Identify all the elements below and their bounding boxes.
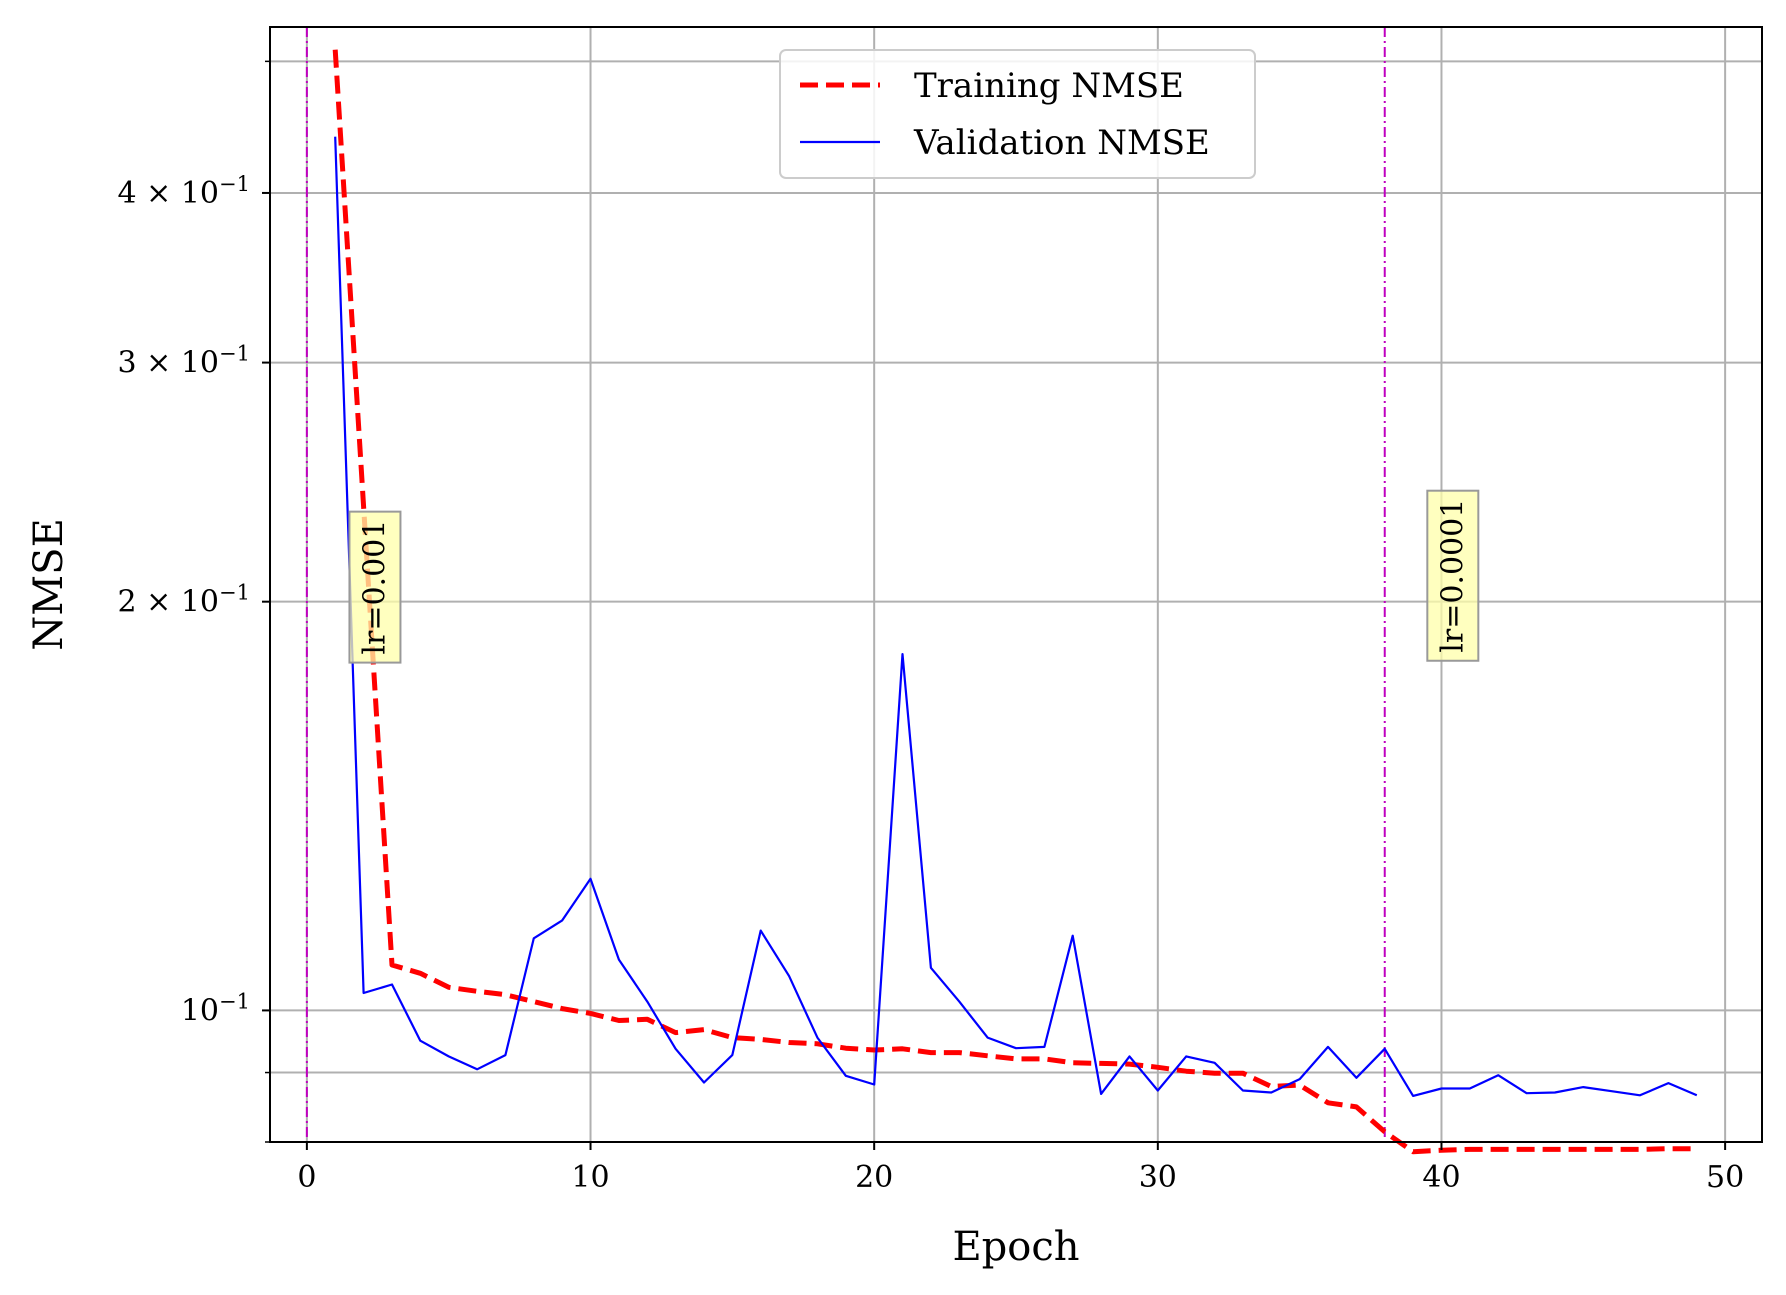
validation-nmse-line: [334, 136, 1698, 1098]
x-tick-label: 30: [1139, 1160, 1177, 1195]
series-lines: [332, 49, 1698, 1155]
lr-annotations: lr=0.001 lr=0.0001: [348, 489, 1480, 664]
legend-label-validation: Validation NMSE: [913, 123, 1210, 163]
legend-label-training: Training NMSE: [914, 66, 1184, 106]
lr-annotation: lr=0.001: [348, 510, 402, 664]
y-tick-label: 2 × 10−1: [118, 581, 250, 620]
x-tick-label: 0: [297, 1160, 316, 1195]
axis-ticks: 0 10 20 30 40 50 10−1 2 × 10−1 3 × 10−1 4 × 10−1: [118, 60, 1744, 1195]
training-nmse-line: [332, 49, 1697, 1155]
plot-frame: [269, 26, 1763, 1143]
x-axis-label: Epoch: [952, 1224, 1079, 1270]
lr-annotation-text: lr=0.001: [357, 520, 392, 655]
lr-change-lines: [305, 27, 1386, 1142]
x-tick-label: 40: [1422, 1160, 1460, 1195]
x-tick-label: 20: [855, 1160, 893, 1195]
lr-annotation-text: lr=0.0001: [1435, 499, 1470, 653]
y-tick-label: 4 × 10−1: [118, 172, 250, 211]
legend: Training NMSE Validation NMSE: [779, 49, 1256, 179]
x-tick-label: 50: [1706, 1160, 1744, 1195]
y-tick-label: 3 × 10−1: [118, 342, 250, 381]
y-axis-label: NMSE: [26, 518, 72, 651]
legend-frame: [779, 49, 1256, 179]
x-tick-label: 10: [571, 1160, 609, 1195]
lr-annotation-box: [348, 510, 402, 664]
lr-annotation: lr=0.0001: [1426, 489, 1480, 662]
y-tick-label: 10−1: [181, 989, 250, 1028]
lr-annotation-box: [1426, 489, 1480, 662]
